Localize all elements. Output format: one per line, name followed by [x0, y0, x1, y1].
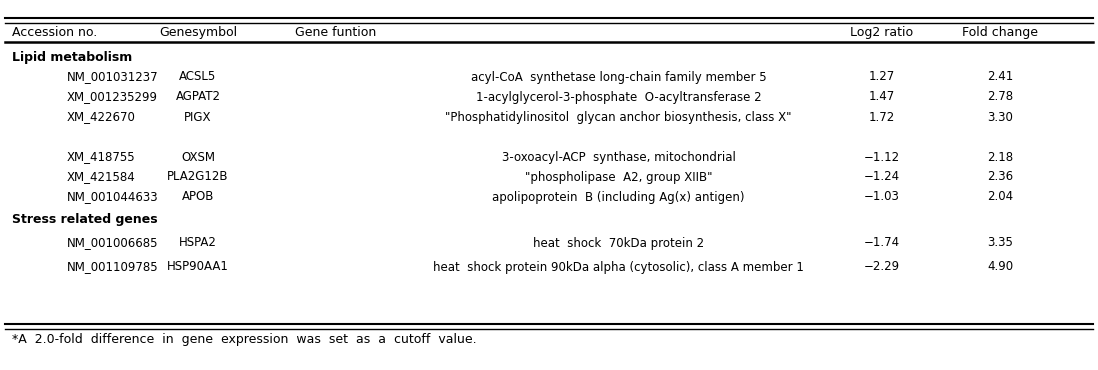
- Text: 1.27: 1.27: [869, 71, 895, 84]
- Text: 2.04: 2.04: [987, 191, 1013, 204]
- Text: Log2 ratio: Log2 ratio: [851, 26, 914, 38]
- Text: 1.72: 1.72: [869, 111, 895, 124]
- Text: heat  shock protein 90kDa alpha (cytosolic), class A member 1: heat shock protein 90kDa alpha (cytosoli…: [433, 260, 804, 273]
- Text: NM_001006685: NM_001006685: [67, 236, 158, 249]
- Text: Lipid metabolism: Lipid metabolism: [12, 50, 132, 64]
- Text: −1.03: −1.03: [864, 191, 900, 204]
- Text: Stress related genes: Stress related genes: [12, 213, 158, 226]
- Text: AGPAT2: AGPAT2: [176, 91, 221, 104]
- Text: XM_421584: XM_421584: [67, 171, 136, 184]
- Text: Accession no.: Accession no.: [12, 26, 98, 38]
- Text: 4.90: 4.90: [987, 260, 1013, 273]
- Text: apolipoprotein  B (including Ag(x) antigen): apolipoprotein B (including Ag(x) antige…: [492, 191, 744, 204]
- Text: *A  2.0-fold  difference  in  gene  expression  was  set  as  a  cutoff  value.: *A 2.0-fold difference in gene expressio…: [12, 333, 477, 346]
- Text: 2.41: 2.41: [987, 71, 1013, 84]
- Text: "phospholipase  A2, group XIIB": "phospholipase A2, group XIIB": [525, 171, 713, 184]
- Text: 2.18: 2.18: [987, 151, 1013, 164]
- Text: ACSL5: ACSL5: [179, 71, 216, 84]
- Text: NM_001109785: NM_001109785: [67, 260, 158, 273]
- Text: XM_422670: XM_422670: [67, 111, 136, 124]
- Text: −1.74: −1.74: [864, 236, 900, 249]
- Text: NM_001044633: NM_001044633: [67, 191, 158, 204]
- Text: HSP90AA1: HSP90AA1: [167, 260, 229, 273]
- Text: 3.35: 3.35: [987, 236, 1013, 249]
- Text: XM_001235299: XM_001235299: [67, 91, 158, 104]
- Text: Fold change: Fold change: [962, 26, 1038, 38]
- Text: "Phosphatidylinositol  glycan anchor biosynthesis, class X": "Phosphatidylinositol glycan anchor bios…: [446, 111, 792, 124]
- Text: HSPA2: HSPA2: [179, 236, 217, 249]
- Text: OXSM: OXSM: [181, 151, 215, 164]
- Text: heat  shock  70kDa protein 2: heat shock 70kDa protein 2: [533, 236, 704, 249]
- Text: NM_001031237: NM_001031237: [67, 71, 158, 84]
- Text: 2.36: 2.36: [987, 171, 1013, 184]
- Text: Genesymbol: Genesymbol: [159, 26, 237, 38]
- Text: 1-acylglycerol-3-phosphate  O-acyltransferase 2: 1-acylglycerol-3-phosphate O-acyltransfe…: [475, 91, 761, 104]
- Text: 1.47: 1.47: [869, 91, 895, 104]
- Text: −1.24: −1.24: [864, 171, 900, 184]
- Text: PIGX: PIGX: [184, 111, 212, 124]
- Text: acyl-CoA  synthetase long-chain family member 5: acyl-CoA synthetase long-chain family me…: [471, 71, 766, 84]
- Text: 3.30: 3.30: [987, 111, 1013, 124]
- Text: PLA2G12B: PLA2G12B: [167, 171, 228, 184]
- Text: XM_418755: XM_418755: [67, 151, 136, 164]
- Text: Gene funtion: Gene funtion: [295, 26, 377, 38]
- Text: APOB: APOB: [182, 191, 214, 204]
- Text: −1.12: −1.12: [864, 151, 900, 164]
- Text: 3-oxoacyl-ACP  synthase, mitochondrial: 3-oxoacyl-ACP synthase, mitochondrial: [502, 151, 736, 164]
- Text: 2.78: 2.78: [987, 91, 1013, 104]
- Text: −2.29: −2.29: [864, 260, 900, 273]
